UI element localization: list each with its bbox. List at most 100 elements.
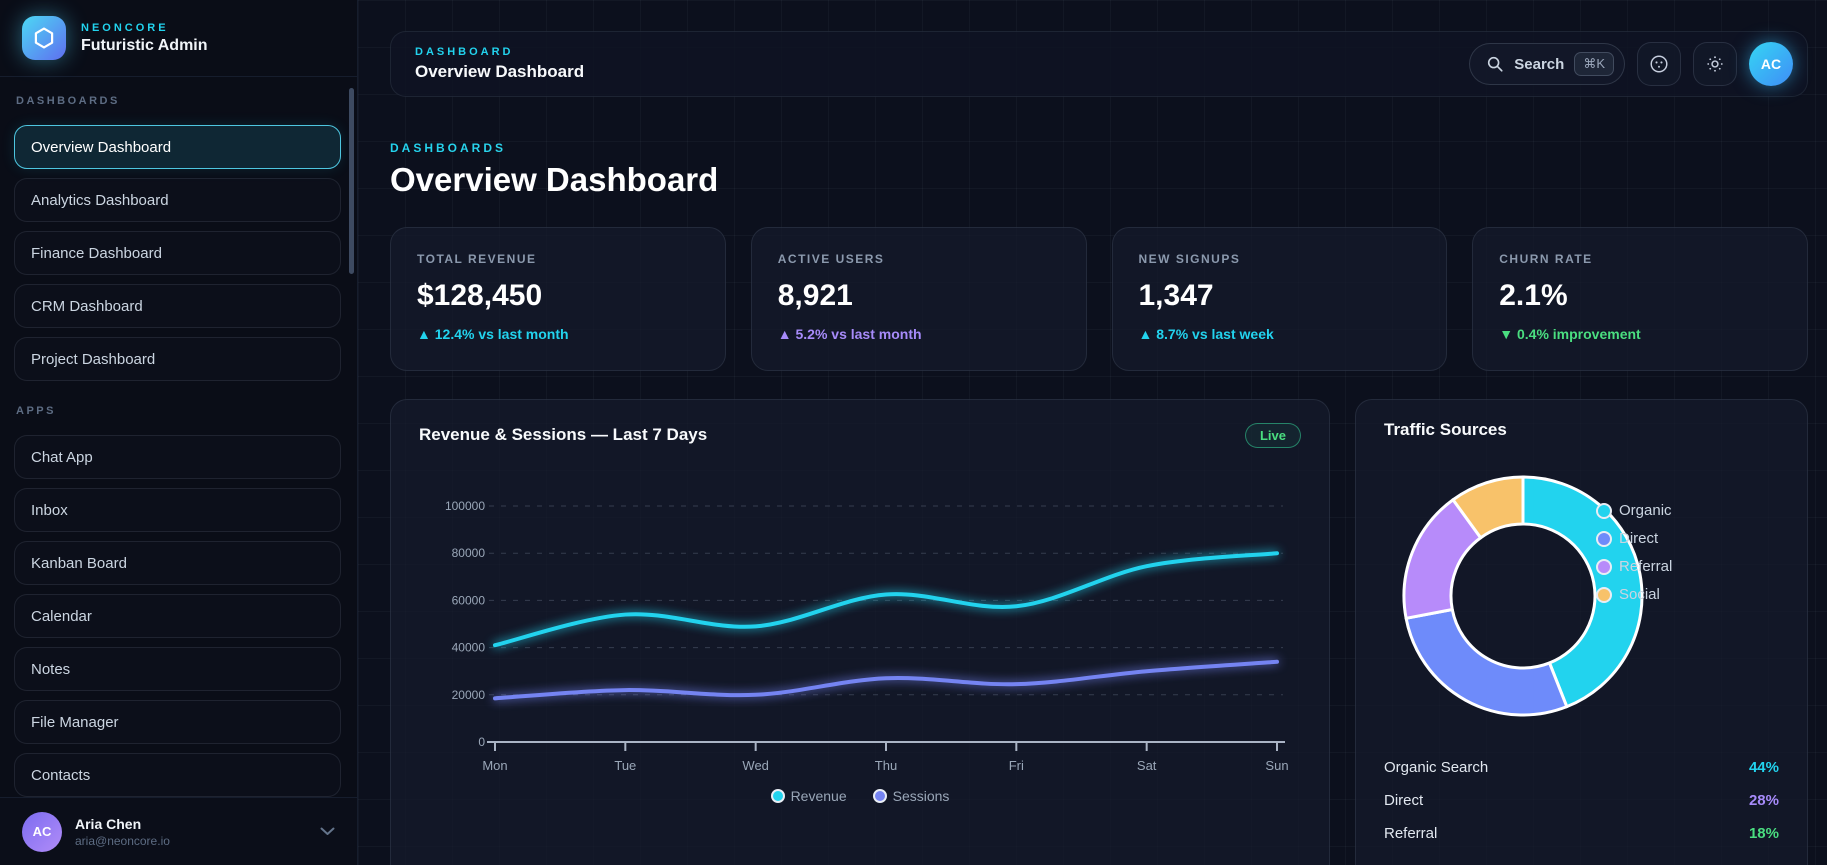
organic-dot-icon [1596, 502, 1612, 519]
brand-name: NEONCORE [81, 21, 169, 34]
legend-label: Referral [1619, 558, 1673, 575]
topbar-avatar[interactable]: AC [1749, 42, 1793, 86]
donut-legend-referral[interactable]: Referral [1596, 558, 1672, 575]
sidebar-item-project-dashboard[interactable]: Project Dashboard [14, 337, 341, 381]
traffic-row-organic-search: Organic Search 44% [1384, 751, 1779, 784]
chevron-down-icon[interactable] [320, 827, 335, 836]
theme-toggle-button[interactable] [1693, 42, 1737, 86]
legend-label: Direct [1619, 530, 1659, 547]
line-chart-header: Revenue & Sessions — Last 7 Days Live [419, 420, 1301, 450]
stat-card-churn-rate: CHURN RATE 2.1% ▼ 0.4% improvement [1472, 227, 1808, 371]
traffic-sources-card: Traffic Sources Organic Direct Referral Soc… [1355, 399, 1808, 865]
stat-label: NEW SIGNUPS [1138, 252, 1241, 266]
face-button[interactable] [1637, 42, 1681, 86]
user-card[interactable]: AC Aria Chen aria@neoncore.io [0, 797, 357, 865]
legend-label: Organic [1619, 502, 1672, 519]
line-chart-card: Revenue & Sessions — Last 7 Days Live 0 2… [390, 399, 1330, 865]
legend-label: Sessions [892, 788, 950, 804]
sidebar-item-file-manager[interactable]: File Manager [14, 700, 341, 744]
traffic-row-value: 44% [1748, 759, 1779, 776]
traffic-rows: Organic Search 44% Direct 28% Referral 18% [1384, 751, 1779, 850]
stat-card-new-signups: NEW SIGNUPS 1,347 ▲ 8.7% vs last week [1111, 227, 1448, 371]
stat-value: 8,921 [777, 279, 853, 312]
topbar: DASHBOARD Overview Dashboard Search ⌘K [390, 31, 1808, 97]
search-input[interactable]: Search ⌘K [1469, 43, 1625, 85]
brand-text: NEONCORE Futuristic Admin [81, 22, 208, 55]
hexagon-icon [34, 27, 54, 49]
sidebar-nav: DASHBOARDS Overview Dashboard Analytics Da… [0, 77, 357, 797]
face-icon [1650, 55, 1668, 73]
sidebar-item-contacts[interactable]: Contacts [14, 753, 341, 797]
donut-legend-social[interactable]: Social [1596, 586, 1672, 603]
section-label-apps: APPS [16, 405, 56, 417]
sidebar-item-analytics-dashboard[interactable]: Analytics Dashboard [14, 178, 341, 222]
search-label: Search [1514, 55, 1565, 73]
stat-card-total-revenue: TOTAL REVENUE $128,450 ▲ 12.4% vs last mon… [390, 227, 726, 371]
donut-legend-organic[interactable]: Organic [1596, 502, 1672, 519]
stat-label: TOTAL REVENUE [417, 252, 537, 266]
topbar-actions: Search ⌘K [1469, 42, 1793, 86]
topbar-breadcrumbs: DASHBOARD Overview Dashboard [415, 46, 584, 82]
sidebar-scrollbar[interactable] [349, 88, 354, 274]
sidebar-item-kanban-board[interactable]: Kanban Board [14, 541, 341, 585]
legend-label: Revenue [790, 788, 847, 804]
stats-row: TOTAL REVENUE $128,450 ▲ 12.4% vs last mon… [390, 227, 1808, 371]
sidebar-item-calendar[interactable]: Calendar [14, 594, 341, 638]
donut-legend-direct[interactable]: Direct [1596, 530, 1672, 547]
user-info: Aria Chen aria@neoncore.io [75, 816, 307, 848]
sessions-dot-icon [872, 789, 887, 803]
traffic-sources-title: Traffic Sources [1384, 420, 1507, 439]
referral-dot-icon [1596, 558, 1612, 575]
page-title: Overview Dashboard [390, 161, 719, 198]
y-axis-label: 100000 [445, 499, 485, 513]
stat-value: $128,450 [417, 279, 543, 312]
charts-row: Revenue & Sessions — Last 7 Days Live 0 2… [390, 399, 1808, 865]
sidebar-item-inbox[interactable]: Inbox [14, 488, 341, 532]
x-axis-label: Sun [1265, 758, 1288, 773]
topbar-title: Overview Dashboard [415, 62, 585, 81]
line-chart-title: Revenue & Sessions — Last 7 Days [419, 425, 708, 444]
donut-legend: Organic Direct Referral Social [1596, 502, 1672, 603]
donut-segment-social[interactable] [1451, 475, 1525, 540]
traffic-row-referral: Referral 18% [1384, 817, 1779, 850]
y-axis-label: 0 [478, 735, 485, 749]
sidebar-item-crm-dashboard[interactable]: CRM Dashboard [14, 284, 341, 328]
stat-delta: ▲ 12.4% vs last month [417, 326, 569, 342]
traffic-row-label: Referral [1384, 825, 1438, 842]
y-axis-label: 80000 [452, 546, 486, 560]
sidebar-item-overview-dashboard[interactable]: Overview Dashboard [14, 125, 341, 169]
line-revenue [493, 551, 1279, 648]
traffic-row-value: 18% [1748, 825, 1779, 842]
donut-segment-direct[interactable] [1404, 607, 1569, 717]
section-label-dashboards: DASHBOARDS [16, 95, 120, 107]
sun-icon [1707, 56, 1723, 72]
traffic-row-value: 28% [1748, 792, 1779, 809]
stat-value: 2.1% [1499, 279, 1568, 312]
brand[interactable]: NEONCORE Futuristic Admin [0, 0, 357, 77]
traffic-row-direct: Direct 28% [1384, 784, 1779, 817]
y-axis-label: 40000 [452, 641, 486, 655]
sidebar-item-finance-dashboard[interactable]: Finance Dashboard [14, 231, 341, 275]
line-sessions [493, 659, 1279, 701]
live-badge: Live [1244, 422, 1301, 448]
x-axis-label: Sat [1137, 758, 1157, 773]
traffic-row-label: Organic Search [1384, 759, 1489, 776]
social-dot-icon [1596, 586, 1612, 603]
donut-area: Organic Direct Referral Social [1384, 471, 1779, 721]
revenue-sessions-chart: 0 20000 40000 60000 80000 100000 Mon Tue Wed Thu F… [445, 499, 1289, 773]
x-axis-label: Tue [614, 758, 636, 773]
x-axis-label: Thu [875, 758, 897, 773]
legend-revenue[interactable]: Revenue [770, 788, 847, 804]
stat-delta: ▲ 5.2% vs last month [777, 326, 922, 342]
user-name: Aria Chen [75, 815, 142, 832]
sidebar-item-chat-app[interactable]: Chat App [14, 435, 341, 479]
brand-subtitle: Futuristic Admin [81, 36, 208, 54]
user-email: aria@neoncore.io [75, 833, 170, 848]
y-axis-label: 20000 [452, 688, 486, 702]
brand-logo-icon [22, 16, 66, 60]
x-axis-label: Fri [1009, 758, 1024, 773]
user-avatar: AC [22, 811, 62, 852]
legend-sessions[interactable]: Sessions [872, 788, 950, 804]
sidebar-item-notes[interactable]: Notes [14, 647, 341, 691]
